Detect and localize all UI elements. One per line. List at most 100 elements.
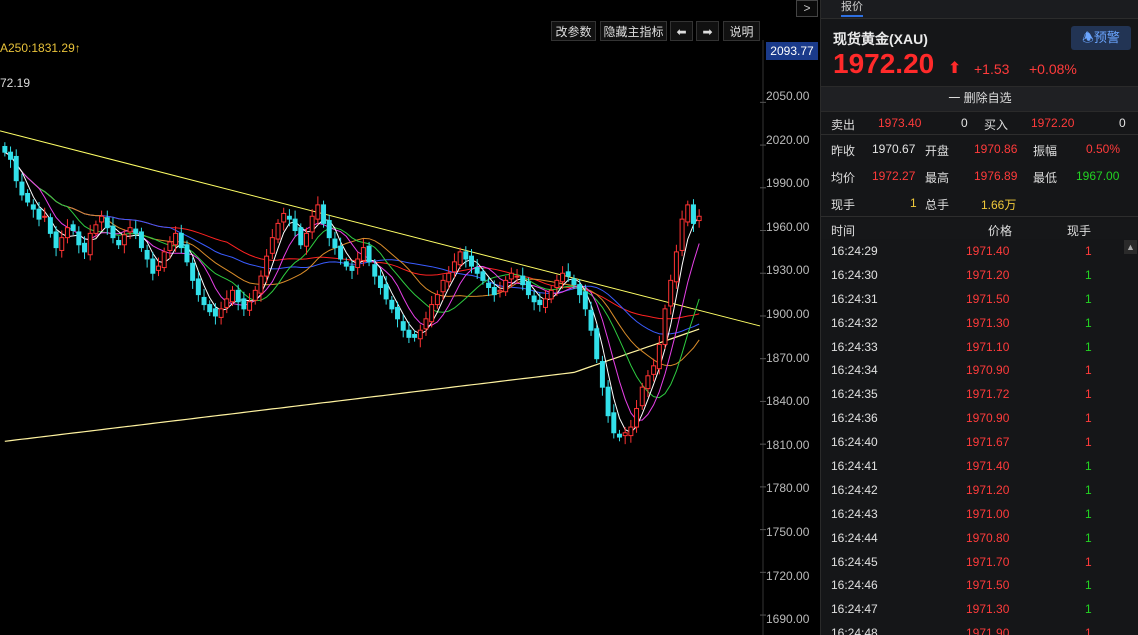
candle-body — [286, 215, 292, 220]
candle — [190, 257, 196, 289]
candle — [173, 226, 179, 252]
candle — [656, 335, 662, 375]
candle-body — [582, 291, 588, 310]
candle — [235, 284, 241, 311]
candle-body — [696, 215, 702, 222]
candle-body — [395, 306, 401, 320]
collapse-panel-icon[interactable]: > — [796, 0, 818, 17]
candle — [42, 207, 48, 222]
candle — [395, 301, 401, 328]
candle-body — [651, 365, 657, 375]
candle — [13, 149, 19, 188]
remove-watchlist-button[interactable]: 一 删除自选 — [821, 86, 1138, 112]
tab-quote[interactable]: 报价 — [841, 0, 863, 17]
candle — [440, 274, 446, 301]
candle — [446, 266, 452, 289]
tick-volume: 1 — [1085, 435, 1092, 450]
candle — [343, 257, 349, 271]
price-change-percent: +0.08% — [1029, 61, 1077, 77]
candle-body — [30, 204, 36, 210]
candle — [560, 266, 566, 289]
candle-body — [184, 244, 190, 263]
candle — [184, 240, 190, 267]
candle — [70, 220, 76, 235]
tick-row: 16:24:36 1970.90 1 — [821, 407, 1138, 431]
buy-label: 买入 — [984, 118, 1009, 132]
candle — [611, 404, 617, 439]
candle — [582, 284, 588, 316]
tick-row: 16:24:45 1971.70 1 — [821, 551, 1138, 575]
candle — [377, 268, 383, 295]
candle — [497, 281, 503, 298]
candle — [161, 247, 167, 272]
tick-volume: 1 — [1085, 554, 1092, 569]
candle — [82, 236, 88, 260]
sell-label: 卖出 — [831, 118, 856, 132]
candlestick-chart[interactable] — [0, 40, 820, 635]
modify-params-button[interactable]: 改参数 — [551, 21, 596, 41]
tick-time: 16:24:45 — [831, 554, 878, 569]
candle — [406, 321, 412, 344]
tick-row: 16:24:47 1971.30 1 — [821, 598, 1138, 622]
candle-body — [195, 278, 201, 296]
tick-price: 1971.50 — [966, 578, 1010, 593]
low-label: 最低 — [1033, 171, 1058, 185]
candle — [19, 173, 25, 201]
divider — [821, 134, 1138, 135]
candle — [520, 267, 526, 291]
tick-price: 1971.30 — [966, 602, 1010, 617]
candle — [309, 209, 315, 240]
candle-body — [571, 278, 577, 286]
high-value: 1976.89 — [974, 169, 1018, 183]
next-arrow-button[interactable]: ➡ — [696, 21, 719, 41]
tick-row: 16:24:48 1971.90 1 — [821, 622, 1138, 635]
tick-time: 16:24:41 — [831, 459, 878, 474]
candle-body — [144, 249, 150, 260]
tick-volume: 1 — [1085, 315, 1092, 330]
ma250-legend: A250:1831.29↑ — [0, 41, 81, 55]
price-axis-tick: 1690.00 — [766, 612, 810, 627]
candle-body — [178, 232, 184, 249]
tick-volume: 1 — [1085, 291, 1092, 306]
tick-time: 16:24:48 — [831, 626, 878, 635]
tick-row: 16:24:33 1971.10 1 — [821, 336, 1138, 360]
ticks-list[interactable]: 16:24:29 1971.40 1 16:24:30 1971.20 1 16:24:31… — [821, 240, 1138, 635]
tick-row: 16:24:42 1971.20 1 — [821, 479, 1138, 503]
candle — [531, 290, 537, 311]
candle-body — [690, 204, 696, 224]
tick-row: 16:24:29 1971.40 1 — [821, 240, 1138, 264]
avg-value: 1972.27 — [872, 169, 916, 183]
candle-body — [480, 271, 486, 281]
candle — [469, 249, 475, 274]
candle — [93, 220, 99, 238]
candle-body — [110, 225, 116, 239]
price-alert-button[interactable]: 🕭预警 — [1071, 26, 1131, 50]
tick-price: 1971.67 — [966, 435, 1010, 450]
hide-main-indicator-button[interactable]: 隐藏主指标 — [600, 21, 667, 41]
candle-body — [469, 255, 475, 267]
tick-row: 16:24:31 1971.50 1 — [821, 288, 1138, 312]
prev-arrow-button[interactable]: ⬅ — [670, 21, 693, 41]
candle — [212, 303, 218, 325]
candle — [491, 280, 497, 302]
tick-time: 16:24:33 — [831, 339, 878, 354]
tick-volume: 1 — [1085, 363, 1092, 378]
tick-price: 1971.10 — [966, 339, 1010, 354]
candle — [565, 263, 571, 282]
tick-row: 16:24:32 1971.30 1 — [821, 312, 1138, 336]
kline-chart-panel[interactable]: 改参数 隐藏主指标 ⬅ ➡ 说明 > A250:1831.29↑ 72.19 2… — [0, 0, 820, 635]
tick-time: 16:24:44 — [831, 530, 878, 545]
tick-row: 16:24:34 1970.90 1 — [821, 359, 1138, 383]
candle — [303, 227, 309, 255]
scroll-up-icon[interactable]: ▲ — [1124, 240, 1137, 254]
tick-time: 16:24:47 — [831, 602, 878, 617]
candle — [690, 199, 696, 232]
sell-price: 1973.40 — [878, 116, 922, 130]
help-button[interactable]: 说明 — [723, 21, 760, 41]
candle-body — [366, 245, 372, 263]
candle — [571, 274, 577, 289]
candle — [696, 209, 702, 228]
candle — [508, 267, 514, 288]
candle — [514, 268, 520, 284]
high-label: 最高 — [925, 171, 950, 185]
